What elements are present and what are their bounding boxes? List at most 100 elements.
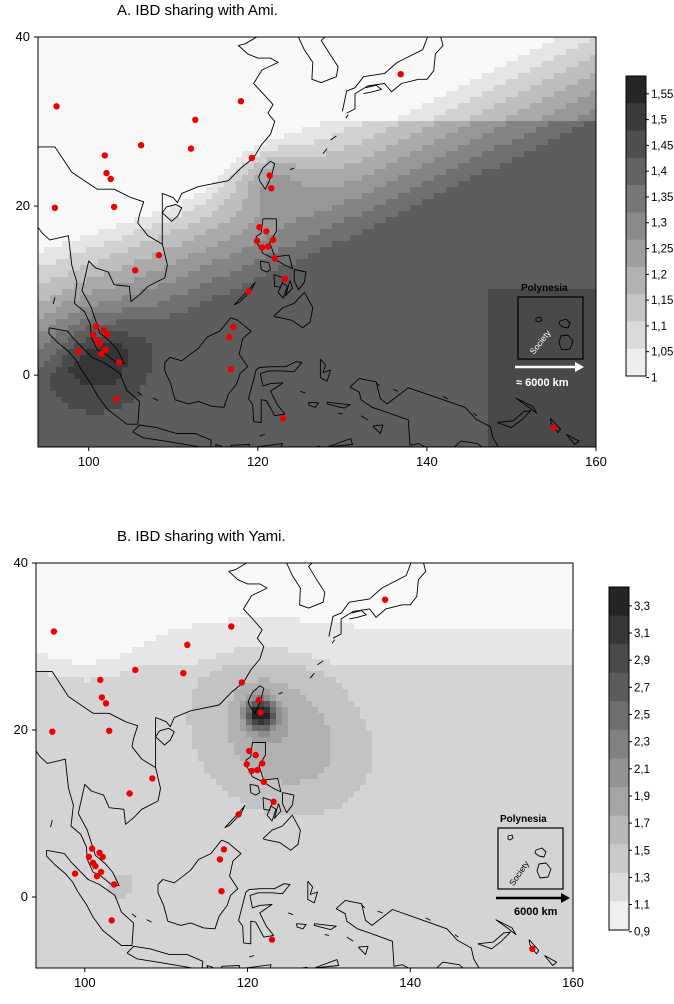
- contour-cell: [326, 169, 333, 176]
- contour-cell: [290, 355, 297, 362]
- contour-cell: [428, 223, 435, 230]
- contour-cell: [50, 343, 57, 350]
- contour-cell: [494, 61, 501, 68]
- contour-cell: [254, 85, 261, 92]
- contour-cell: [452, 241, 459, 248]
- contour-cell: [470, 145, 477, 152]
- contour-cell: [572, 199, 579, 206]
- contour-cell: [224, 307, 231, 314]
- contour-cell: [464, 85, 471, 92]
- contour-cell: [170, 181, 177, 188]
- contour-cell: [284, 229, 291, 236]
- contour-cell: [104, 283, 111, 290]
- contour-cell: [218, 235, 225, 242]
- contour-cell: [314, 277, 321, 284]
- contour-cell: [434, 55, 441, 62]
- contour-cell: [200, 253, 207, 260]
- contour-cell: [470, 283, 477, 290]
- contour-cell: [194, 301, 201, 308]
- contour-cell: [362, 49, 369, 56]
- contour-cell: [542, 181, 549, 188]
- contour-cell: [494, 193, 501, 200]
- contour-cell: [110, 139, 117, 146]
- contour-cell: [584, 235, 591, 242]
- contour-cell: [194, 325, 201, 332]
- contour-cell: [356, 67, 363, 74]
- contour-cell: [104, 55, 111, 62]
- contour-cell: [188, 325, 195, 332]
- contour-cell: [416, 349, 423, 356]
- contour-cell: [422, 247, 429, 254]
- contour-cell: [122, 217, 129, 224]
- contour-cell: [362, 79, 369, 86]
- contour-cell: [566, 91, 573, 98]
- contour-cell: [542, 151, 549, 158]
- contour-cell: [410, 115, 417, 122]
- contour-cell: [290, 283, 297, 290]
- contour-cell: [404, 97, 411, 104]
- contour-cell: [152, 259, 159, 266]
- contour-cell: [56, 187, 63, 194]
- contour-cell: [584, 187, 591, 194]
- contour-cell: [320, 109, 327, 116]
- contour-cell: [296, 319, 303, 326]
- contour-cell: [152, 265, 159, 272]
- contour-cell: [98, 61, 105, 68]
- contour-cell: [278, 103, 285, 110]
- contour-cell: [128, 37, 135, 44]
- contour-cell: [392, 187, 399, 194]
- contour-cell: [476, 133, 483, 140]
- contour-cell: [536, 163, 543, 170]
- contour-cell: [158, 55, 165, 62]
- contour-cell: [344, 277, 351, 284]
- contour-cell: [584, 61, 591, 68]
- contour-cell: [176, 331, 183, 338]
- contour-cell: [134, 67, 141, 74]
- contour-cell: [116, 145, 123, 152]
- contour-cell: [326, 265, 333, 272]
- contour-cell: [128, 187, 135, 194]
- contour-cell: [422, 289, 429, 296]
- contour-cell: [446, 265, 453, 272]
- contour-cell: [296, 331, 303, 338]
- contour-cell: [128, 283, 135, 290]
- contour-cell: [176, 343, 183, 350]
- contour-cell: [440, 181, 447, 188]
- contour-cell: [542, 55, 549, 62]
- contour-cell: [458, 187, 465, 194]
- contour-cell: [122, 355, 129, 362]
- contour-cell: [542, 97, 549, 104]
- contour-cell: [254, 265, 261, 272]
- contour-cell: [506, 73, 513, 80]
- contour-cell: [536, 193, 543, 200]
- contour-cell: [146, 61, 153, 68]
- contour-cell: [170, 295, 177, 302]
- contour-cell: [332, 139, 339, 146]
- contour-cell: [422, 175, 429, 182]
- contour-cell: [416, 253, 423, 260]
- contour-cell: [410, 85, 417, 92]
- contour-cell: [248, 349, 255, 356]
- contour-cell: [506, 175, 513, 182]
- contour-cell: [386, 343, 393, 350]
- contour-cell: [524, 73, 531, 80]
- contour-cell: [140, 91, 147, 98]
- contour-cell: [476, 247, 483, 254]
- contour-cell: [176, 253, 183, 260]
- contour-cell: [110, 61, 117, 68]
- contour-cell: [218, 97, 225, 104]
- contour-cell: [404, 289, 411, 296]
- contour-cell: [290, 121, 297, 128]
- contour-cell: [536, 205, 543, 212]
- contour-cell: [560, 235, 567, 242]
- contour-cell: [518, 157, 525, 164]
- contour-cell: [470, 163, 477, 170]
- contour-cell: [362, 217, 369, 224]
- contour-cell: [242, 43, 249, 50]
- contour-cell: [464, 127, 471, 134]
- contour-cell: [380, 163, 387, 170]
- contour-cell: [176, 151, 183, 158]
- contour-cell: [224, 109, 231, 116]
- contour-cell: [44, 277, 51, 284]
- contour-cell: [404, 331, 411, 338]
